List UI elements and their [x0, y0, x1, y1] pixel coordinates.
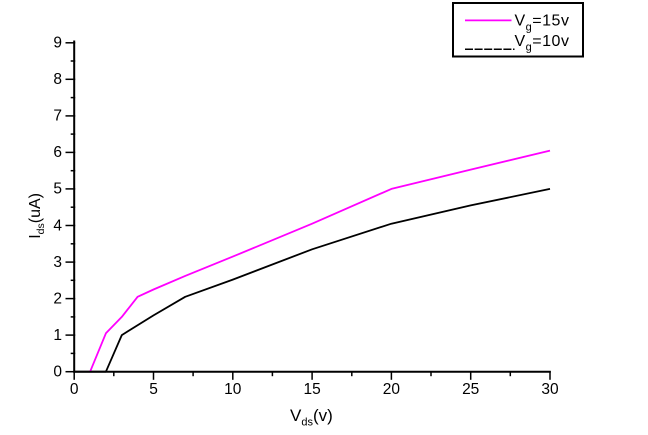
svg-text:5: 5	[53, 181, 62, 198]
svg-text:0: 0	[70, 381, 79, 398]
svg-text:1: 1	[53, 327, 62, 344]
svg-text:8: 8	[53, 71, 62, 88]
svg-text:2: 2	[53, 290, 62, 307]
svg-text:10: 10	[224, 381, 242, 398]
svg-text:3: 3	[53, 254, 62, 271]
svg-text:Vds(v): Vds(v)	[290, 406, 333, 429]
svg-text:6: 6	[53, 144, 62, 161]
svg-text:15: 15	[303, 381, 320, 398]
svg-text:9: 9	[53, 35, 62, 52]
svg-text:5: 5	[149, 381, 158, 398]
svg-text:0: 0	[53, 364, 62, 381]
svg-text:20: 20	[383, 381, 401, 398]
svg-text:7: 7	[53, 108, 62, 125]
svg-text:30: 30	[541, 381, 559, 398]
svg-text:25: 25	[462, 381, 479, 398]
svg-text:4: 4	[53, 217, 62, 234]
